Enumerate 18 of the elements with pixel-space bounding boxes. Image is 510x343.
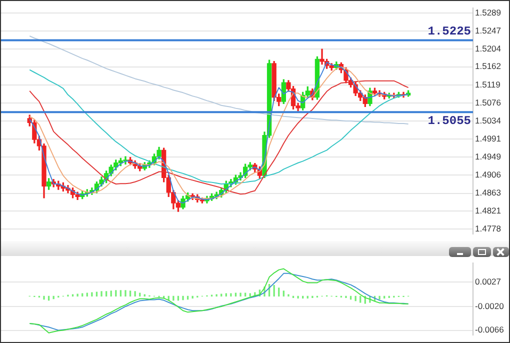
y-tick-label: 0.0027 (475, 276, 502, 287)
y-tick-label: 1.5289 (475, 8, 502, 18)
ref-line-label: 1.5225 (428, 24, 471, 38)
ref-line-label: 1.5055 (428, 114, 471, 128)
y-tick-label: 1.5034 (475, 115, 502, 126)
y-tick-label: -0.0066 (475, 324, 504, 335)
y-tick-label: 1.5119 (475, 79, 501, 90)
y-tick-label: 1.5204 (475, 43, 502, 54)
y-tick-label: -0.0020 (475, 300, 504, 311)
y-tick-label: 1.4949 (475, 151, 502, 162)
y-tick-label: 1.4778 (475, 224, 502, 234)
y-tick-label: 1.5162 (475, 61, 502, 72)
y-tick-label: 1.4821 (475, 205, 502, 216)
y-tick-label: 1.5076 (475, 98, 502, 108)
y-tick-label: 1.5247 (475, 25, 502, 36)
y-tick-label: 1.4863 (475, 188, 502, 198)
y-tick-label: 1.4991 (475, 134, 502, 144)
y-tick-label: 1.4906 (475, 169, 502, 180)
